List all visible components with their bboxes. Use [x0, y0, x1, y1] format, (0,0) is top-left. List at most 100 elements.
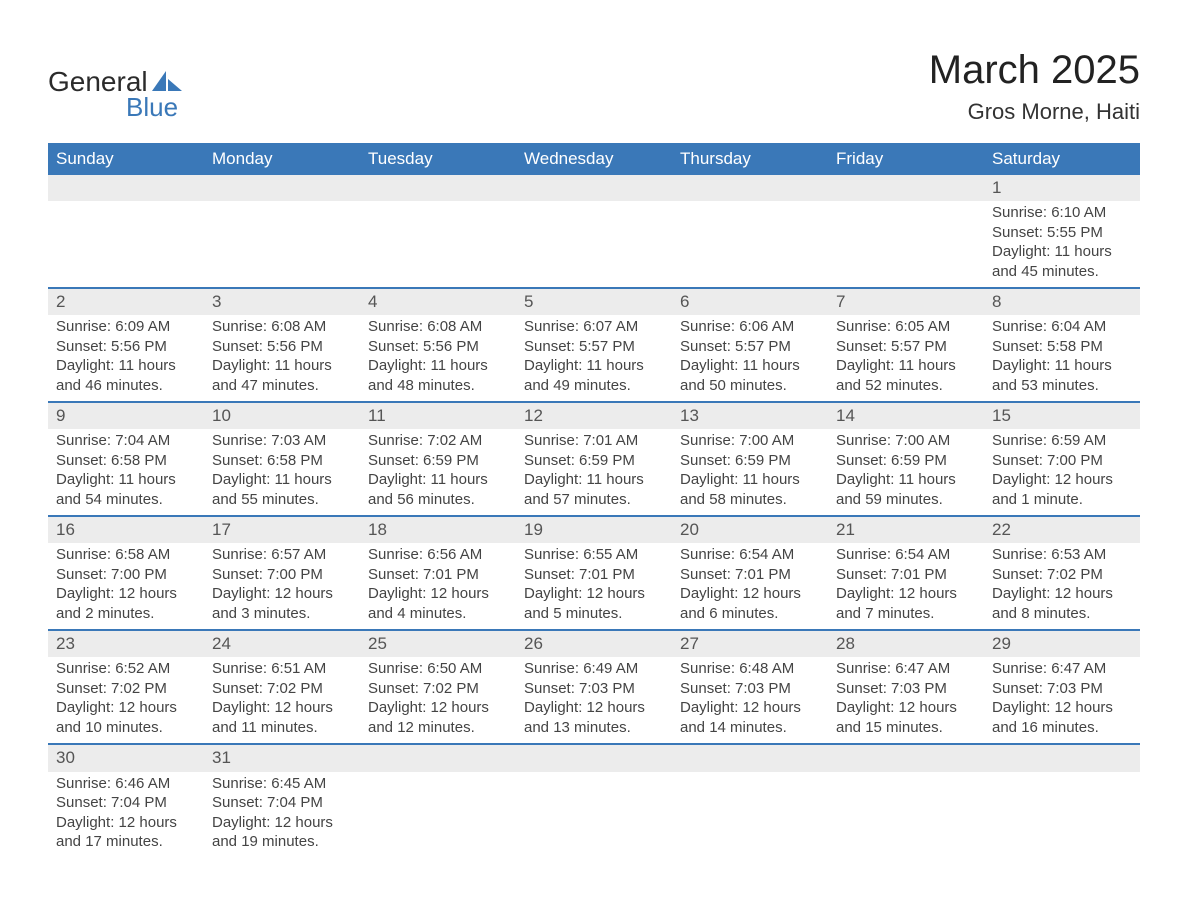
day-number: 29 [984, 631, 1140, 657]
day-number-cell [828, 744, 984, 771]
weekday-header: Thursday [672, 143, 828, 175]
day-details-cell [828, 201, 984, 288]
day-details: Sunrise: 6:53 AMSunset: 7:02 PMDaylight:… [984, 543, 1140, 629]
day-sunset: Sunset: 7:02 PM [992, 565, 1132, 585]
day-details-cell: Sunrise: 6:55 AMSunset: 7:01 PMDaylight:… [516, 543, 672, 630]
day-details: Sunrise: 6:54 AMSunset: 7:01 PMDaylight:… [828, 543, 984, 629]
calendar-body: 1 Sunrise: 6:10 AMSunset: 5:55 PMDayligh… [48, 175, 1140, 858]
weekday-header: Monday [204, 143, 360, 175]
day-day2: and 10 minutes. [56, 718, 196, 738]
day-day1: Daylight: 12 hours [56, 813, 196, 833]
day-details-cell: Sunrise: 6:49 AMSunset: 7:03 PMDaylight:… [516, 657, 672, 744]
day-number: 2 [48, 289, 204, 315]
day-sunset: Sunset: 5:57 PM [680, 337, 820, 357]
day-day1: Daylight: 11 hours [992, 242, 1132, 262]
day-sunrise: Sunrise: 6:09 AM [56, 317, 196, 337]
weekday-header: Wednesday [516, 143, 672, 175]
day-number-cell [48, 175, 204, 201]
day-number-row: 2345678 [48, 288, 1140, 315]
day-details: Sunrise: 6:50 AMSunset: 7:02 PMDaylight:… [360, 657, 516, 743]
day-day1: Daylight: 12 hours [680, 584, 820, 604]
day-number-cell [672, 175, 828, 201]
day-day2: and 56 minutes. [368, 490, 508, 510]
day-sunset: Sunset: 7:00 PM [212, 565, 352, 585]
day-number-cell [516, 744, 672, 771]
day-details-cell: Sunrise: 6:57 AMSunset: 7:00 PMDaylight:… [204, 543, 360, 630]
day-sunrise: Sunrise: 6:08 AM [368, 317, 508, 337]
day-number-cell: 11 [360, 402, 516, 429]
day-number-cell: 4 [360, 288, 516, 315]
day-details-cell: Sunrise: 6:09 AMSunset: 5:56 PMDaylight:… [48, 315, 204, 402]
day-sunset: Sunset: 5:57 PM [836, 337, 976, 357]
day-details: Sunrise: 7:04 AMSunset: 6:58 PMDaylight:… [48, 429, 204, 515]
day-details: Sunrise: 6:48 AMSunset: 7:03 PMDaylight:… [672, 657, 828, 743]
day-day1: Daylight: 12 hours [368, 698, 508, 718]
day-sunset: Sunset: 7:04 PM [212, 793, 352, 813]
day-details-cell: Sunrise: 6:05 AMSunset: 5:57 PMDaylight:… [828, 315, 984, 402]
logo-blue-text: Blue [126, 92, 178, 123]
day-number-cell: 30 [48, 744, 204, 771]
day-sunset: Sunset: 5:56 PM [212, 337, 352, 357]
day-number-cell [360, 744, 516, 771]
day-day2: and 48 minutes. [368, 376, 508, 396]
day-number-cell: 29 [984, 630, 1140, 657]
day-details-cell [516, 201, 672, 288]
day-details-cell [672, 201, 828, 288]
day-details: Sunrise: 6:58 AMSunset: 7:00 PMDaylight:… [48, 543, 204, 629]
day-day2: and 54 minutes. [56, 490, 196, 510]
day-sunset: Sunset: 5:56 PM [368, 337, 508, 357]
title-block: March 2025 Gros Morne, Haiti [929, 48, 1140, 125]
day-sunrise: Sunrise: 6:54 AM [836, 545, 976, 565]
day-number: 10 [204, 403, 360, 429]
day-number-cell: 18 [360, 516, 516, 543]
day-sunrise: Sunrise: 7:03 AM [212, 431, 352, 451]
day-number-cell: 8 [984, 288, 1140, 315]
day-details-cell: Sunrise: 6:47 AMSunset: 7:03 PMDaylight:… [984, 657, 1140, 744]
day-details-cell: Sunrise: 6:07 AMSunset: 5:57 PMDaylight:… [516, 315, 672, 402]
day-number-cell: 3 [204, 288, 360, 315]
day-details: Sunrise: 6:56 AMSunset: 7:01 PMDaylight:… [360, 543, 516, 629]
day-number: 6 [672, 289, 828, 315]
day-day2: and 4 minutes. [368, 604, 508, 624]
day-number-cell [672, 744, 828, 771]
day-day2: and 52 minutes. [836, 376, 976, 396]
day-sunrise: Sunrise: 6:58 AM [56, 545, 196, 565]
day-sunrise: Sunrise: 6:50 AM [368, 659, 508, 679]
day-sunrise: Sunrise: 6:57 AM [212, 545, 352, 565]
day-sunrise: Sunrise: 7:02 AM [368, 431, 508, 451]
day-number: 3 [204, 289, 360, 315]
day-day1: Daylight: 11 hours [680, 470, 820, 490]
day-day1: Daylight: 11 hours [836, 470, 976, 490]
day-details-cell [204, 201, 360, 288]
day-number-cell: 21 [828, 516, 984, 543]
day-day2: and 15 minutes. [836, 718, 976, 738]
day-sunset: Sunset: 7:01 PM [680, 565, 820, 585]
page-subtitle: Gros Morne, Haiti [929, 99, 1140, 125]
day-number: 17 [204, 517, 360, 543]
day-details-cell: Sunrise: 6:50 AMSunset: 7:02 PMDaylight:… [360, 657, 516, 744]
day-sunset: Sunset: 7:00 PM [56, 565, 196, 585]
day-details-cell [828, 772, 984, 858]
day-day2: and 59 minutes. [836, 490, 976, 510]
day-day1: Daylight: 12 hours [992, 584, 1132, 604]
day-details-cell: Sunrise: 6:06 AMSunset: 5:57 PMDaylight:… [672, 315, 828, 402]
day-details-cell [48, 201, 204, 288]
day-day2: and 47 minutes. [212, 376, 352, 396]
weekday-header: Sunday [48, 143, 204, 175]
day-details-row: Sunrise: 6:58 AMSunset: 7:00 PMDaylight:… [48, 543, 1140, 630]
day-number: 22 [984, 517, 1140, 543]
day-details: Sunrise: 7:01 AMSunset: 6:59 PMDaylight:… [516, 429, 672, 515]
day-details-cell [984, 772, 1140, 858]
day-details: Sunrise: 6:57 AMSunset: 7:00 PMDaylight:… [204, 543, 360, 629]
day-sunset: Sunset: 7:03 PM [836, 679, 976, 699]
day-details: Sunrise: 6:54 AMSunset: 7:01 PMDaylight:… [672, 543, 828, 629]
day-details-row: Sunrise: 6:52 AMSunset: 7:02 PMDaylight:… [48, 657, 1140, 744]
day-number-cell: 2 [48, 288, 204, 315]
day-number-cell: 31 [204, 744, 360, 771]
day-sunset: Sunset: 5:57 PM [524, 337, 664, 357]
day-details-cell: Sunrise: 6:47 AMSunset: 7:03 PMDaylight:… [828, 657, 984, 744]
day-details: Sunrise: 6:09 AMSunset: 5:56 PMDaylight:… [48, 315, 204, 401]
calendar-table: Sunday Monday Tuesday Wednesday Thursday… [48, 143, 1140, 858]
day-sunset: Sunset: 5:55 PM [992, 223, 1132, 243]
day-day2: and 50 minutes. [680, 376, 820, 396]
